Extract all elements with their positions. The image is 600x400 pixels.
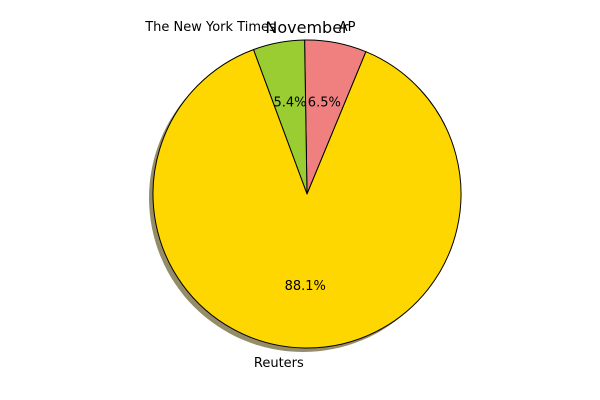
- slice-percent-reuters: 88.1%: [285, 279, 326, 294]
- slice-percent-the-new-york-times: 5.4%: [273, 96, 306, 111]
- slice-label-ap: AP: [339, 20, 356, 35]
- chart-title: November: [265, 18, 349, 37]
- pie-labels: AP 6.5% The New York Times 5.4% Reuters 88.1%: [144, 20, 355, 371]
- pie-slices: [152, 39, 462, 349]
- slice-label-the-new-york-times: The New York Times: [144, 20, 276, 35]
- slice-label-reuters: Reuters: [254, 356, 304, 371]
- slice-percent-ap: 6.5%: [308, 96, 341, 111]
- pie-slice-reuters: [152, 49, 462, 349]
